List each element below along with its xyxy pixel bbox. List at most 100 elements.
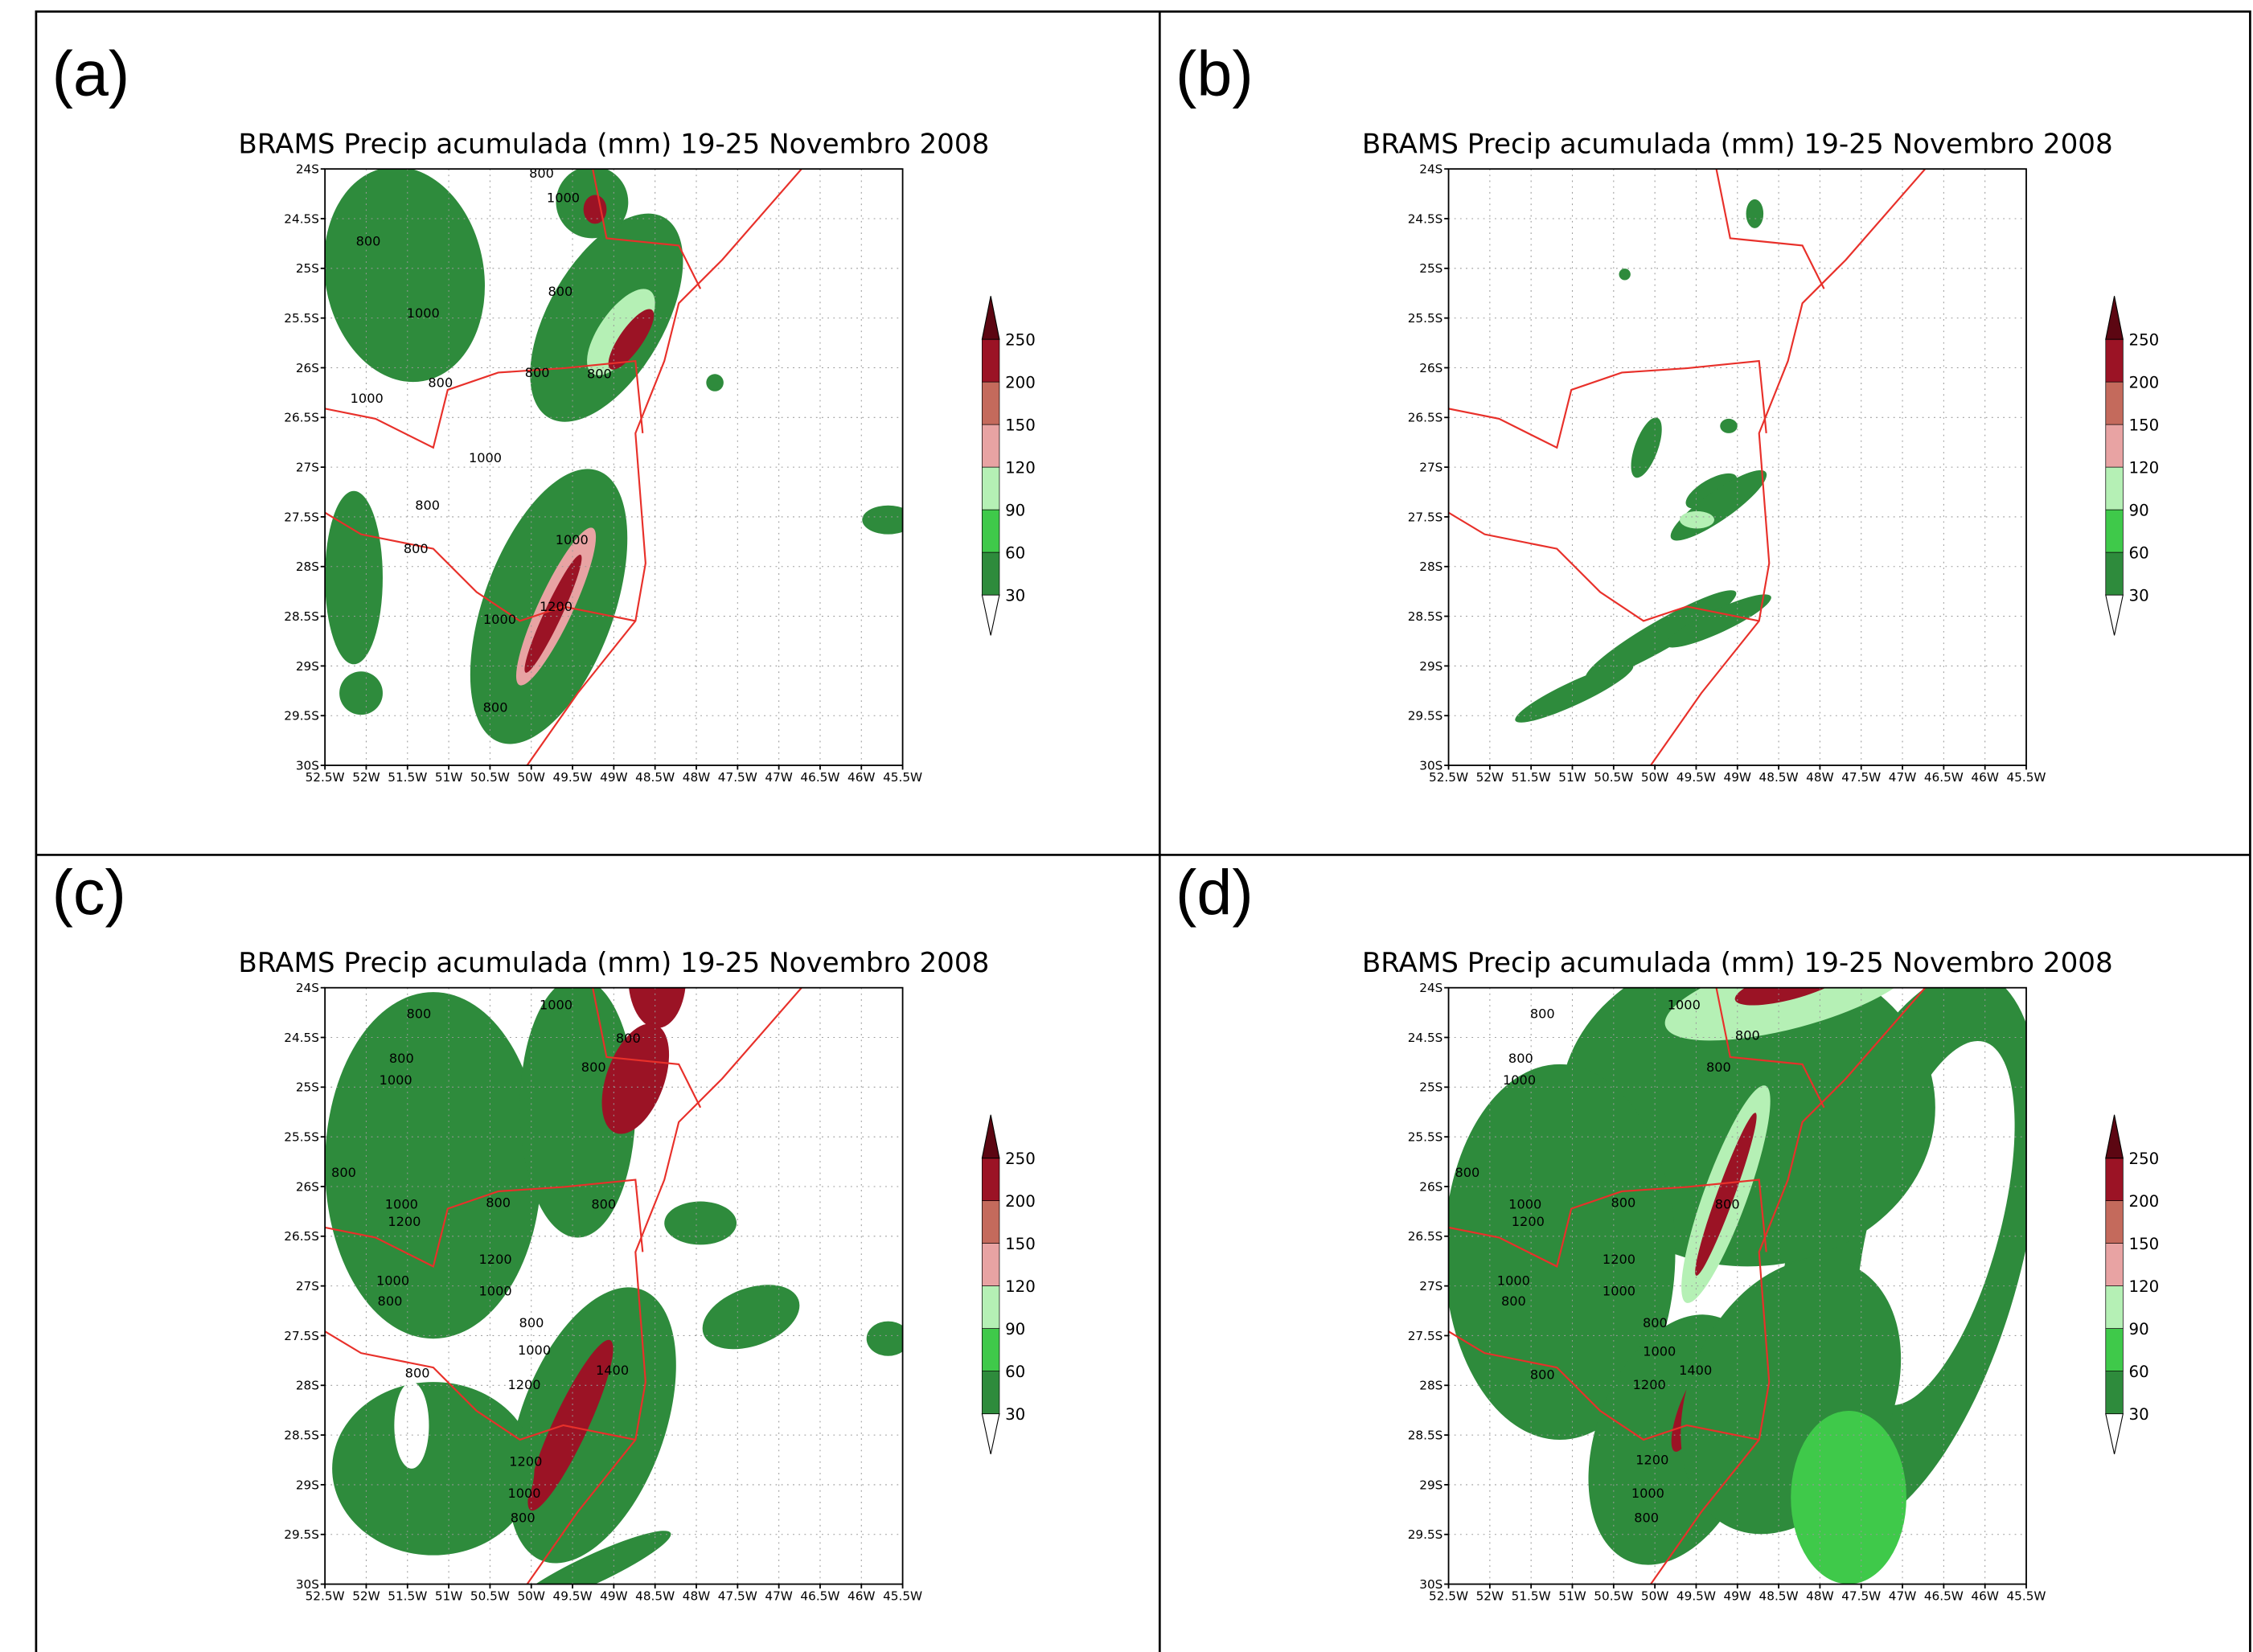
x-tick-label: 47.5W xyxy=(718,1588,757,1603)
contour-label: 1000 xyxy=(483,612,516,627)
precip-area xyxy=(527,1339,614,1511)
y-tick-label: 25S xyxy=(1419,1080,1442,1095)
x-tick-label: 51.5W xyxy=(1512,770,1551,785)
x-tick-label: 46W xyxy=(847,1588,875,1603)
y-tick-label: 29.5S xyxy=(1408,709,1443,724)
colorbar-label: 90 xyxy=(1005,1320,1025,1338)
x-tick-label: 48.5W xyxy=(1759,1588,1799,1603)
border-line xyxy=(1448,987,1825,1441)
border-line xyxy=(325,987,702,1441)
contour-label: 800 xyxy=(1501,1293,1526,1309)
colorbar-over xyxy=(981,1114,1000,1159)
y-tick-label: 28.5S xyxy=(284,609,319,624)
contour-label: 1000 xyxy=(385,1197,418,1212)
x-tick-label: 46.5W xyxy=(1924,1588,1964,1603)
y-tick-label: 26.5S xyxy=(284,411,319,425)
contour-label: 1000 xyxy=(469,450,502,465)
colorbar-label: 30 xyxy=(1005,586,1025,605)
x-tick-label: 50.5W xyxy=(470,1588,510,1603)
contour-label: 800 xyxy=(483,700,508,715)
x-tick-label: 47W xyxy=(1889,1588,1916,1603)
colorbar-box xyxy=(982,466,1000,510)
contour-label: 1000 xyxy=(407,305,440,321)
colorbar-under xyxy=(2105,1413,2124,1455)
contour-label: 1200 xyxy=(1635,1452,1668,1467)
precip-area xyxy=(433,432,506,520)
y-tick-label: 24.5S xyxy=(1408,1031,1443,1045)
colorbar-label: 30 xyxy=(1005,1405,1025,1424)
x-tick-label: 47W xyxy=(765,770,792,785)
contour-label: 1000 xyxy=(479,1283,512,1298)
y-tick-label: 29.5S xyxy=(284,709,319,724)
y-tick-label: 29.5S xyxy=(284,1527,319,1542)
contour-label: 800 xyxy=(519,1315,544,1330)
panel-label: (d) xyxy=(1176,856,1254,928)
precip-area xyxy=(394,1382,429,1469)
colorbar-box xyxy=(2105,381,2124,425)
x-tick-label: 48W xyxy=(683,1588,710,1603)
x-tick-label: 49W xyxy=(1724,1588,1751,1603)
precip-area xyxy=(513,1531,671,1584)
contour-label: 800 xyxy=(1455,1165,1479,1180)
y-tick-label: 29S xyxy=(296,1478,319,1492)
border-line xyxy=(1650,987,1927,1584)
colorbar-box xyxy=(982,381,1000,425)
precip-area xyxy=(325,992,542,1339)
contour-label: 1400 xyxy=(1679,1363,1712,1378)
precip-area xyxy=(866,1321,903,1356)
contour-label: 800 xyxy=(404,541,429,556)
contour-label: 1000 xyxy=(1497,1273,1530,1289)
y-tick-label: 25S xyxy=(296,1080,319,1095)
x-tick-label: 50W xyxy=(1641,1588,1668,1603)
x-tick-label: 50.5W xyxy=(1594,770,1633,785)
colorbar-box xyxy=(2105,424,2124,468)
precip-area xyxy=(524,555,582,673)
x-tick-label: 46.5W xyxy=(800,770,839,785)
contour-label: 1200 xyxy=(1603,1252,1635,1267)
precip-area xyxy=(706,374,724,391)
panel-label: (a) xyxy=(52,38,130,109)
panel: (c) BRAMS Precip acumulada (mm) 19-25 Nov… xyxy=(52,856,1036,1603)
x-tick-label: 49.5W xyxy=(553,1588,593,1603)
y-tick-label: 25.5S xyxy=(284,311,319,326)
colorbar-label: 30 xyxy=(2129,586,2149,605)
precip-area xyxy=(1791,1411,1906,1584)
y-tick-label: 25.5S xyxy=(1408,311,1443,326)
y-tick-label: 29S xyxy=(1419,659,1442,674)
colorbar-label: 200 xyxy=(2129,373,2160,391)
contour-label: 800 xyxy=(1706,1060,1731,1075)
map-title: BRAMS Precip acumulada (mm) 19-25 Novemb… xyxy=(1362,128,2113,160)
colorbar-box xyxy=(2105,1158,2124,1202)
colorbar-box xyxy=(982,551,1000,596)
x-tick-label: 47.5W xyxy=(718,770,757,785)
x-tick-label: 47W xyxy=(1889,770,1916,785)
panel: (d) BRAMS Precip acumulada (mm) 19-25 Nov… xyxy=(1176,856,2159,1603)
colorbar-under xyxy=(2105,594,2124,636)
x-tick-label: 46W xyxy=(1971,1588,1998,1603)
colorbar-box xyxy=(982,424,1000,468)
colorbar-over xyxy=(2105,1114,2124,1159)
colorbar-over xyxy=(981,296,1000,340)
x-tick-label: 49.5W xyxy=(1676,1588,1716,1603)
contour-label: 1200 xyxy=(388,1214,421,1229)
colorbar-label: 150 xyxy=(1005,416,1036,434)
x-tick-label: 51.5W xyxy=(1512,1588,1551,1603)
precip-area xyxy=(583,195,607,224)
colorbar-box xyxy=(982,338,1000,383)
x-tick-label: 47.5W xyxy=(1841,1588,1881,1603)
colorbar-label: 150 xyxy=(2129,416,2160,434)
contour-label: 1000 xyxy=(380,1072,412,1088)
contour-label: 800 xyxy=(1530,1006,1555,1021)
colorbar-box xyxy=(2105,1328,2124,1371)
colorbar-box xyxy=(982,1200,1000,1244)
x-tick-label: 52W xyxy=(352,770,380,785)
contour-label: 1000 xyxy=(1603,1283,1635,1298)
contour-label: 1200 xyxy=(1633,1377,1666,1392)
x-tick-label: 48.5W xyxy=(635,1588,675,1603)
x-tick-label: 51W xyxy=(1558,770,1586,785)
contour-label: 1200 xyxy=(509,1453,542,1469)
y-tick-label: 27.5S xyxy=(284,510,319,524)
contour-label: 800 xyxy=(331,1165,356,1180)
